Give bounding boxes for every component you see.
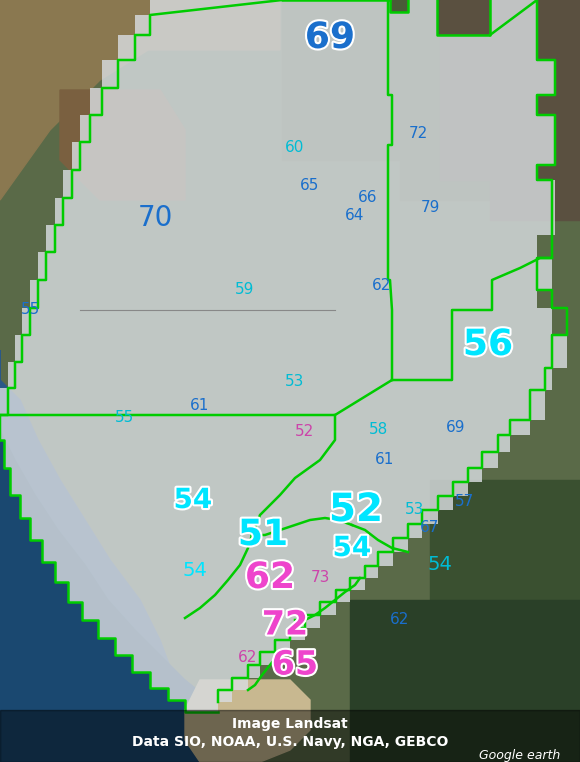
Text: 70: 70: [137, 204, 173, 232]
Text: Image Landsat: Image Landsat: [232, 717, 348, 731]
Text: 51: 51: [238, 518, 288, 552]
Polygon shape: [0, 0, 280, 200]
Text: 72: 72: [408, 126, 427, 140]
Text: 64: 64: [345, 207, 365, 223]
Text: 59: 59: [235, 283, 255, 297]
Text: 69: 69: [305, 21, 355, 55]
Text: 53: 53: [285, 374, 305, 389]
Polygon shape: [440, 0, 580, 220]
Polygon shape: [430, 480, 580, 762]
Text: 57: 57: [455, 495, 474, 510]
Text: 69: 69: [446, 421, 466, 436]
Text: Data SIO, NOAA, U.S. Navy, NGA, GEBCO: Data SIO, NOAA, U.S. Navy, NGA, GEBCO: [132, 735, 448, 749]
Text: 66: 66: [358, 190, 378, 206]
Text: 52: 52: [295, 424, 314, 440]
Text: 54: 54: [183, 561, 208, 579]
Text: 54: 54: [427, 555, 452, 575]
Text: 65: 65: [272, 648, 318, 681]
Polygon shape: [0, 430, 260, 762]
Text: 52: 52: [329, 491, 383, 529]
Text: 79: 79: [420, 200, 440, 216]
Text: 54: 54: [332, 534, 371, 562]
Polygon shape: [0, 350, 180, 762]
Text: 53: 53: [405, 502, 425, 517]
Text: 72: 72: [262, 609, 308, 642]
Text: 62: 62: [238, 651, 258, 665]
Text: 62: 62: [372, 277, 392, 293]
Text: 73: 73: [310, 571, 329, 585]
Text: 61: 61: [375, 453, 394, 468]
Bar: [0, 710, 580, 762]
Text: 65: 65: [300, 178, 320, 193]
Polygon shape: [0, 0, 580, 200]
Polygon shape: [185, 680, 310, 762]
Polygon shape: [0, 0, 567, 712]
Text: Google earth: Google earth: [478, 750, 560, 762]
Text: 54: 54: [173, 486, 212, 514]
Polygon shape: [60, 90, 185, 200]
Text: 60: 60: [285, 140, 305, 155]
Text: 62: 62: [390, 613, 409, 627]
Text: 62: 62: [245, 561, 295, 595]
Text: 58: 58: [368, 422, 387, 437]
Text: 55: 55: [20, 303, 39, 318]
Polygon shape: [350, 600, 580, 762]
Text: 61: 61: [190, 398, 210, 412]
Text: 67: 67: [420, 520, 440, 536]
Text: 56: 56: [463, 328, 513, 362]
Text: 55: 55: [115, 411, 135, 425]
